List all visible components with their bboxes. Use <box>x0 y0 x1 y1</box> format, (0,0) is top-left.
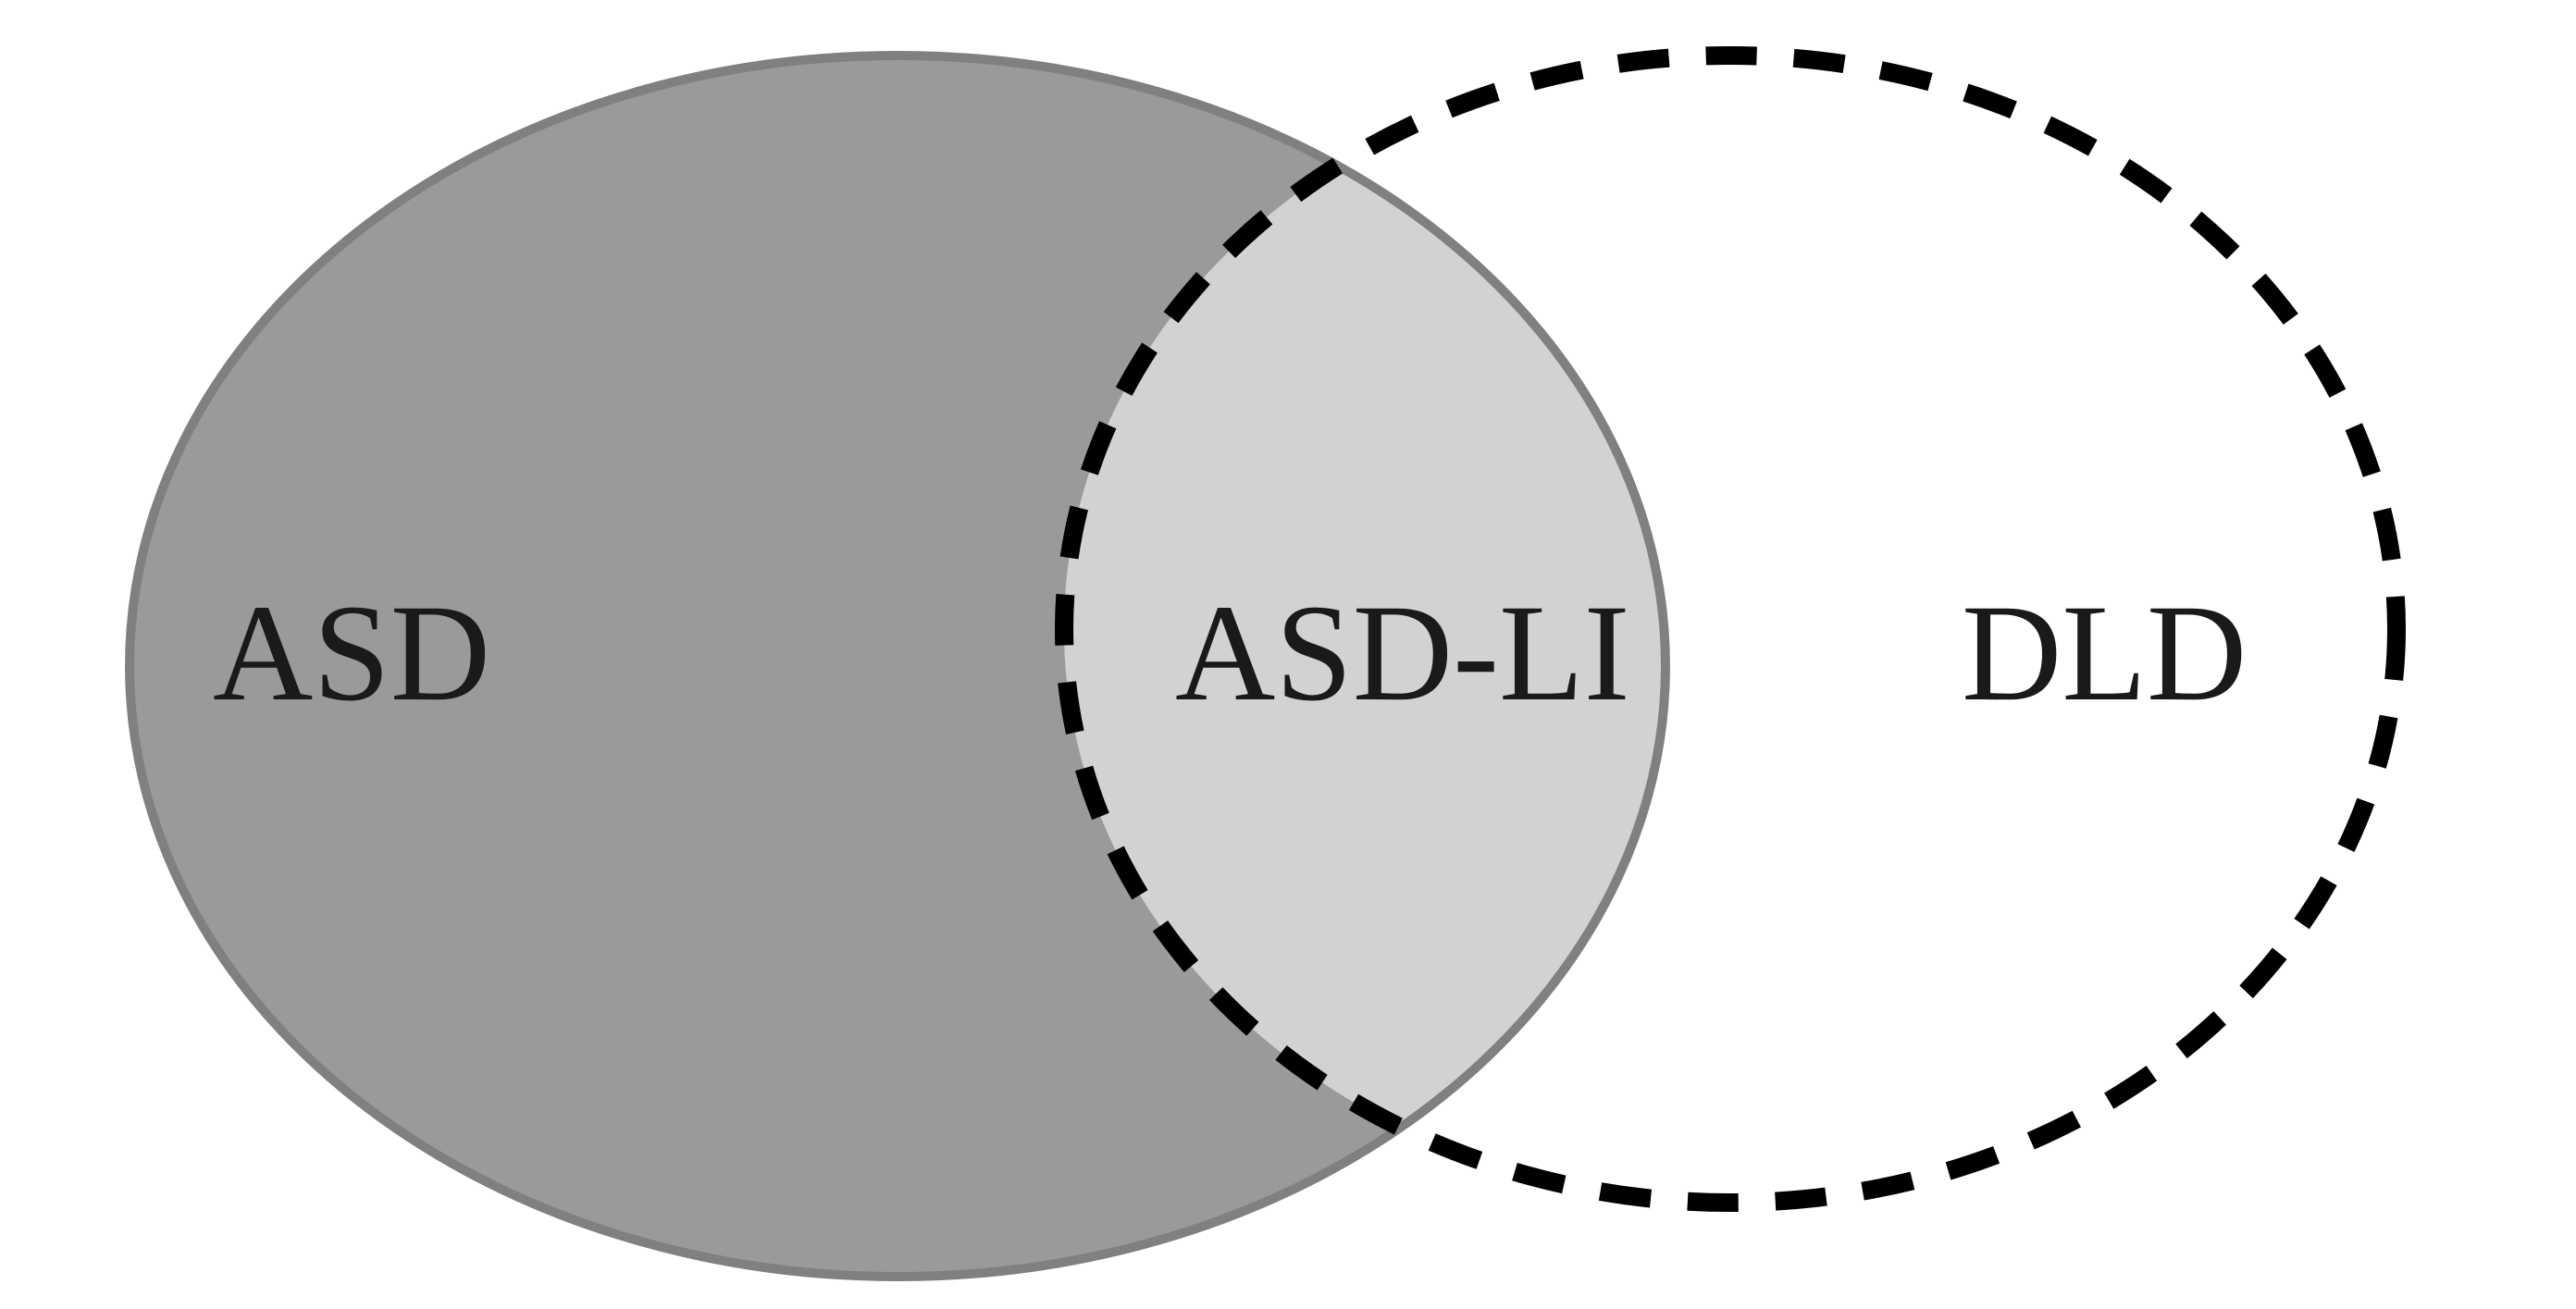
asd-label: ASD <box>213 574 490 733</box>
venn-diagram: ASD ASD-LI DLD <box>0 0 2576 1304</box>
dld-label: DLD <box>1962 574 2247 733</box>
asd-li-label: ASD-LI <box>1175 574 1630 733</box>
